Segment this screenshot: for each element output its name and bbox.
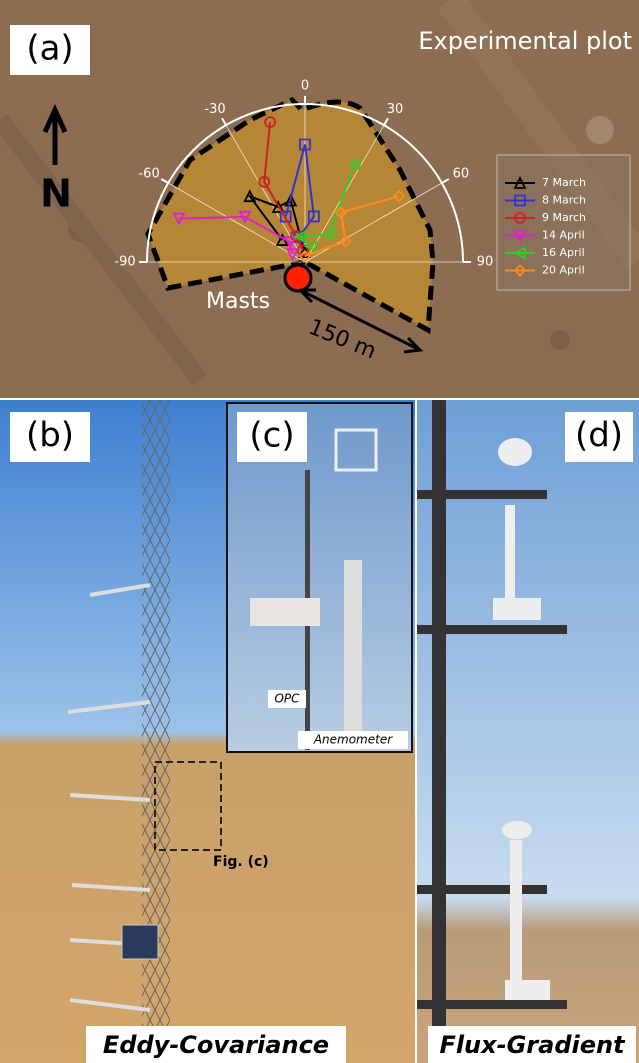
callout-box (154, 761, 222, 851)
point (279, 210, 292, 223)
solar-panel (121, 924, 159, 960)
series-line (178, 215, 294, 255)
distance-arrow (298, 288, 424, 354)
point (264, 116, 277, 128)
grid-line (167, 182, 306, 263)
point (339, 235, 352, 248)
panel-label: (a) (26, 29, 73, 69)
caption: Eddy-Covariance (103, 1031, 329, 1059)
tick-mark (441, 178, 450, 184)
panel-label: (c) (249, 416, 294, 456)
point (172, 212, 186, 226)
point (304, 239, 317, 253)
series-line (284, 144, 315, 238)
theta-tick-label: -90 (114, 255, 135, 270)
legend-label: 14 April (542, 229, 585, 242)
label-box (298, 731, 408, 749)
anemometer-label: Anemometer (313, 733, 393, 747)
tick-mark (221, 117, 227, 126)
point (258, 176, 271, 188)
panel-label: (b) (26, 416, 74, 456)
point (321, 227, 335, 241)
mast-marker (283, 263, 313, 293)
panel-title: Experimental plot (418, 27, 632, 55)
legend-label: 16 April (542, 246, 585, 259)
series-line (263, 122, 304, 251)
caption: Flux-Gradient (439, 1031, 626, 1059)
opc-label: OPC (274, 692, 300, 706)
point (299, 138, 311, 151)
opc-device (250, 598, 320, 626)
tick-mark (160, 178, 169, 184)
caption-box (86, 1026, 346, 1063)
north-label: N (40, 172, 72, 216)
point (271, 199, 285, 213)
label-box (268, 690, 306, 708)
point (238, 210, 252, 224)
label-box (237, 412, 307, 462)
callout-label: Fig. (c) (213, 854, 269, 870)
tower (142, 400, 170, 1063)
point (334, 206, 348, 219)
photo-flux-gradient (417, 400, 639, 1063)
legend-label: 7 March (542, 176, 586, 189)
legend-label: 8 March (542, 194, 586, 207)
label-box (565, 412, 633, 462)
point (514, 194, 526, 207)
north-arrow (42, 103, 68, 165)
point (284, 193, 298, 207)
point (513, 229, 527, 243)
point (347, 157, 361, 171)
legend-label: 9 March (542, 211, 586, 224)
point (298, 249, 312, 263)
caption-box (428, 1026, 636, 1063)
theta-tick-label: -30 (204, 102, 225, 117)
point (307, 210, 320, 223)
booms (67, 583, 151, 1012)
theta-tick-label: 30 (387, 102, 404, 117)
point (243, 189, 257, 203)
theta-tick-label: -60 (138, 167, 159, 182)
legend-label: 20 April (542, 264, 585, 277)
point (283, 236, 297, 250)
anemometer-mast (344, 560, 362, 750)
theta-tick-label: 90 (477, 255, 494, 270)
panel-label: (d) (575, 416, 623, 456)
label-box (10, 412, 90, 462)
point (285, 248, 299, 262)
point (392, 190, 406, 203)
point (513, 175, 527, 189)
point (293, 230, 307, 244)
anemometer-head (334, 428, 378, 472)
label-box (10, 25, 90, 75)
scaffold (417, 400, 567, 1063)
tick-mark (383, 117, 389, 126)
point (513, 264, 527, 277)
point (297, 244, 309, 257)
theta-tick-label: 60 (453, 167, 470, 182)
masts-label: Masts (206, 289, 270, 314)
instruments (493, 438, 550, 1000)
theta-tick-label: 0 (301, 79, 309, 94)
series-line (304, 195, 400, 258)
point (514, 212, 526, 224)
point (512, 246, 526, 260)
